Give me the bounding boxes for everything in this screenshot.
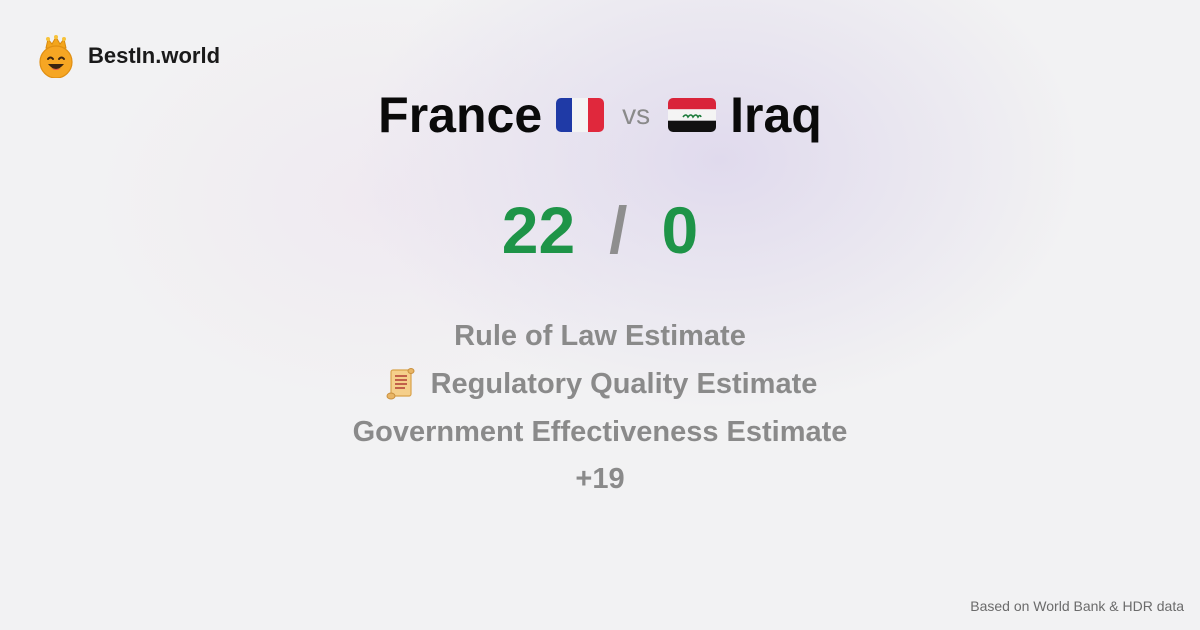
right-country-name: Iraq — [730, 87, 822, 143]
iraq-flag-icon — [668, 98, 717, 132]
data-source-note: Based on World Bank & HDR data — [970, 598, 1184, 614]
metric-label: Regulatory Quality Estimate — [430, 368, 818, 400]
crowned-smiley-icon — [39, 35, 73, 78]
brand-logo[interactable]: BestIn.world — [38, 34, 220, 78]
scroll-icon — [386, 368, 415, 400]
metric-label: Government Effectiveness Estimate — [352, 416, 848, 448]
left-score: 22 — [501, 193, 576, 267]
score-separator: / — [609, 193, 628, 267]
metric-item: Government Effectiveness Estimate — [0, 408, 1200, 456]
vs-label: vs — [622, 99, 651, 130]
right-score: 0 — [661, 193, 699, 267]
metric-item: Regulatory Quality Estimate — [0, 360, 1200, 408]
metric-label: Rule of Law Estimate — [454, 320, 746, 352]
score: 22 / 0 — [0, 192, 1200, 268]
brand-name: BestIn.world — [88, 43, 221, 68]
metric-list: Rule of Law Estimate Regulatory Quality … — [0, 312, 1200, 504]
more-metrics-count: +19 — [575, 463, 625, 495]
metric-item: Rule of Law Estimate — [0, 312, 1200, 360]
comparison-title: France vs Iraq — [0, 86, 1200, 144]
france-flag-icon — [556, 98, 605, 132]
left-country-name: France — [378, 87, 543, 143]
